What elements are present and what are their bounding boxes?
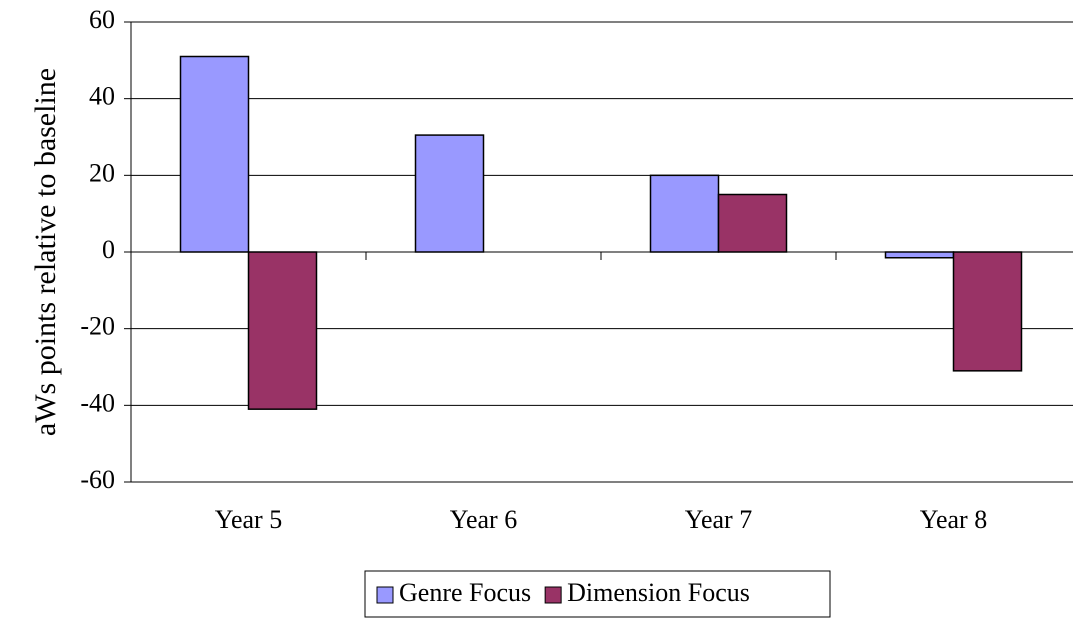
y-tick-label: 20	[89, 158, 115, 187]
bar	[179, 55, 250, 253]
x-tick-label: Year 7	[685, 505, 752, 534]
y-tick-label: 0	[102, 235, 115, 264]
legend-label: Dimension Focus	[567, 578, 750, 607]
x-tick-label: Year 8	[920, 505, 987, 534]
y-tick-label: -60	[80, 465, 115, 494]
bar	[649, 174, 720, 253]
bar	[414, 134, 485, 253]
y-axis-label: aWs points relative to baseline	[29, 68, 62, 436]
bar	[952, 251, 1023, 372]
y-tick-label: 60	[89, 5, 115, 34]
y-tick-label: -40	[80, 388, 115, 417]
bar	[247, 251, 318, 410]
legend-swatch	[544, 586, 562, 604]
legend-label: Genre Focus	[399, 578, 531, 607]
y-tick-label: -20	[80, 312, 115, 341]
legend-box	[364, 570, 831, 618]
bar	[884, 251, 955, 259]
x-tick-label: Year 6	[450, 505, 517, 534]
legend-swatch	[376, 586, 394, 604]
x-tick-label: Year 5	[215, 505, 282, 534]
bar	[717, 193, 788, 253]
y-tick-label: 40	[89, 82, 115, 111]
